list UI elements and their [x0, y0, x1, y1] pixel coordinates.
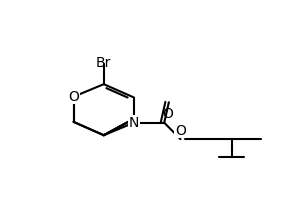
Text: Br: Br — [96, 56, 112, 70]
Text: N: N — [129, 116, 139, 130]
Text: O: O — [162, 107, 173, 121]
Text: O: O — [68, 90, 79, 104]
Text: O: O — [175, 124, 186, 137]
